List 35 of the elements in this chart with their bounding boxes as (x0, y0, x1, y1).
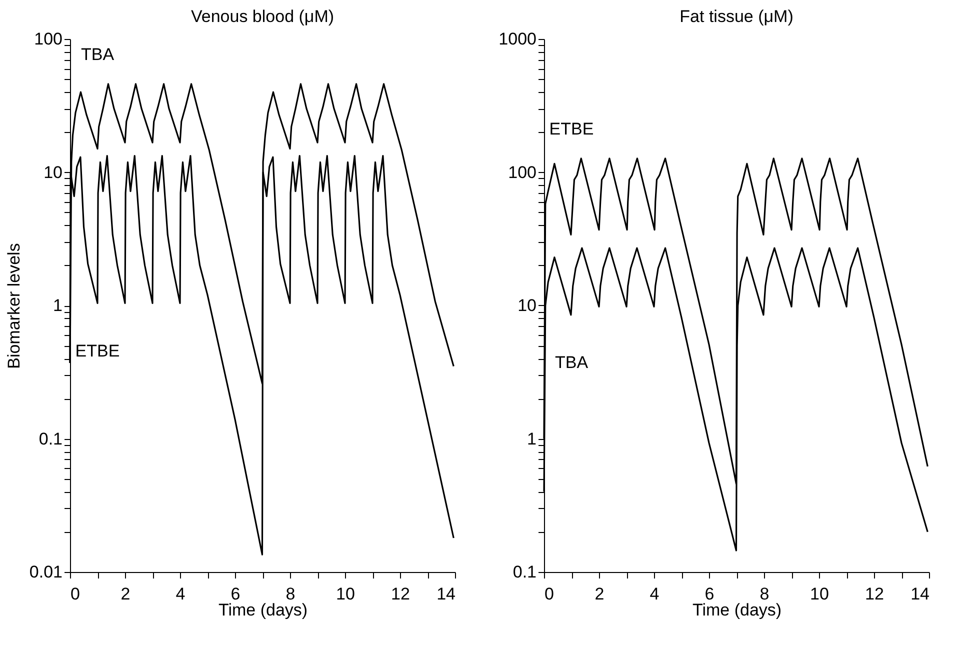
y-tick-label: 100 (508, 162, 536, 182)
y-tick-label: 10 (518, 296, 536, 315)
x-tick-label: 10 (336, 584, 355, 604)
x-tick-label: 6 (230, 584, 240, 604)
x-tick-label: 12 (391, 584, 410, 604)
series-label: TBA (80, 44, 115, 64)
x-tick-label: 2 (120, 584, 130, 604)
x-tick-label: 0 (544, 584, 554, 604)
x-tick-label: 12 (865, 584, 884, 604)
x-tick-label: 4 (176, 584, 186, 604)
series-label: ETBE (75, 341, 120, 360)
x-tick-label: 14 (436, 584, 456, 604)
x-axis-title: Time (days) (692, 600, 782, 620)
x-tick-label: 8 (286, 584, 296, 604)
x-tick-label: 10 (810, 584, 829, 604)
y-axis-title: Biomarker levels (4, 243, 24, 369)
x-axis-title: Time (days) (218, 600, 308, 620)
y-tick-label: 0.01 (29, 562, 62, 582)
x-tick-label: 2 (594, 584, 604, 604)
x-tick-label: 6 (704, 584, 714, 604)
y-tick-label: 1000 (498, 30, 536, 48)
y-tick-label: 0.1 (512, 562, 536, 582)
x-tick-label: 14 (910, 584, 930, 604)
x-tick-label: 0 (70, 584, 80, 604)
chart-title: Venous blood (μM) (190, 7, 334, 26)
x-tick-label: 8 (760, 584, 770, 604)
y-tick-label: 100 (34, 30, 62, 48)
y-tick-label: 1 (53, 296, 62, 315)
chart-title: Fat tissue (μM) (680, 7, 794, 26)
y-tick-label: 1 (527, 429, 536, 448)
y-tick-label: 0.1 (38, 429, 62, 448)
series-label: TBA (554, 353, 589, 372)
series-label: ETBE (549, 119, 594, 138)
y-tick-label: 10 (44, 162, 62, 182)
x-tick-label: 4 (650, 584, 660, 604)
